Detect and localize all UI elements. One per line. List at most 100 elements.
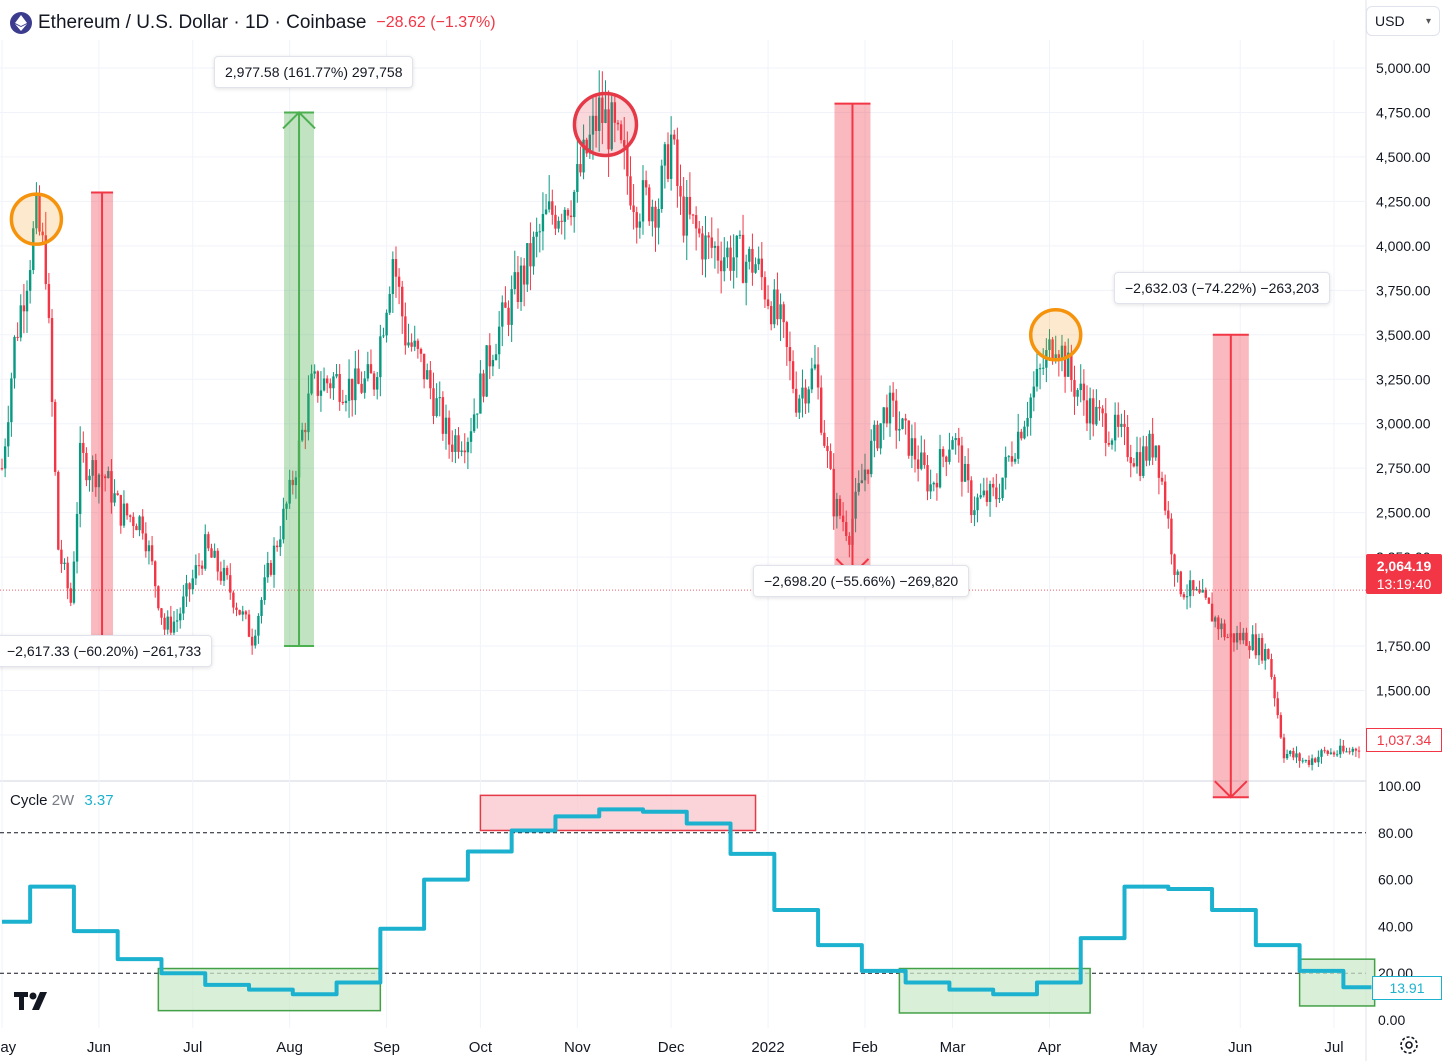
candle (794, 371, 798, 417)
indicator-tick-label: 60.00 (1378, 872, 1413, 888)
candle (1267, 648, 1270, 660)
candle (766, 285, 770, 310)
candle (1079, 364, 1082, 403)
candle (876, 420, 879, 452)
candle (366, 351, 370, 382)
indicator-legend[interactable]: Cycle 2W 3.37 (10, 792, 114, 809)
candle (594, 96, 598, 148)
candle (107, 466, 110, 479)
candle (954, 433, 957, 455)
candle (1142, 435, 1145, 479)
candle (447, 410, 451, 459)
candle (1060, 334, 1064, 372)
candle (848, 532, 851, 558)
candle (82, 431, 85, 463)
candle (432, 372, 435, 425)
candle (175, 608, 179, 633)
candle (754, 257, 757, 274)
candle (360, 371, 363, 395)
candle (85, 447, 88, 487)
measure-down (834, 102, 871, 577)
cycle-line (2, 807, 1372, 997)
candle (460, 441, 463, 457)
candle (1198, 580, 1201, 594)
candle (41, 222, 44, 245)
candle (1157, 444, 1161, 495)
candle (535, 217, 538, 258)
tradingview-logo-icon[interactable] (14, 990, 54, 1017)
candle (788, 331, 792, 381)
price-tick-label: 3,500.00 (1376, 327, 1431, 343)
candle (91, 455, 94, 492)
candle (1273, 674, 1276, 707)
candle (816, 347, 820, 400)
candle (225, 565, 229, 580)
candle (895, 389, 898, 449)
candle (63, 558, 66, 571)
candle (1207, 597, 1211, 605)
candle (541, 192, 545, 251)
candle (501, 295, 504, 347)
candle (1176, 569, 1179, 583)
candle (904, 413, 907, 435)
measure-label-down-2: −2,698.20 (−55.66%) −269,820 (753, 565, 970, 597)
grid-lines (0, 0, 1367, 1061)
candle (879, 423, 882, 455)
candle (110, 459, 113, 514)
candle (866, 469, 870, 484)
candle (1326, 749, 1329, 756)
candle (1254, 623, 1258, 659)
candle (1354, 747, 1358, 757)
measure-up (282, 111, 316, 648)
candle (829, 443, 832, 471)
indicator-interval: 2W (51, 792, 75, 809)
price-tick-label: 4,500.00 (1376, 149, 1431, 165)
candle (513, 250, 516, 295)
candle (841, 502, 845, 532)
candle (782, 301, 785, 338)
candle (926, 455, 929, 501)
gear-icon[interactable] (1398, 1034, 1420, 1056)
candle (47, 272, 51, 324)
candle (341, 389, 345, 405)
candle (410, 333, 413, 352)
candle (250, 628, 254, 655)
candle (197, 553, 201, 576)
candle (591, 94, 595, 160)
candle (466, 437, 470, 470)
price-change: −28.62 (−1.37%) (376, 14, 496, 31)
candle (413, 325, 416, 352)
time-tick-label: Jul (183, 1039, 202, 1056)
currency-select[interactable]: USD ▾ (1366, 6, 1440, 36)
candle (738, 230, 742, 239)
candle (729, 235, 732, 281)
candle (582, 124, 585, 180)
symbol-header[interactable]: Ethereum / U.S. Dollar · 1D · Coinbase −… (10, 10, 496, 36)
candle (1248, 641, 1251, 659)
candle (350, 378, 354, 417)
candle (119, 494, 123, 534)
candle (416, 338, 420, 359)
candle (885, 394, 889, 428)
candle (7, 405, 10, 457)
candle (25, 280, 29, 333)
candle (810, 357, 814, 394)
candle (769, 301, 773, 331)
candle (44, 211, 47, 290)
candle (454, 428, 457, 464)
candle (263, 564, 266, 605)
candle (50, 309, 54, 417)
candle (1182, 591, 1186, 600)
candle (1301, 757, 1304, 764)
candle (141, 509, 144, 540)
price-tick-label: 3,000.00 (1376, 416, 1431, 432)
candle (510, 275, 513, 342)
candle (232, 590, 235, 614)
candle (1057, 349, 1061, 377)
candle (920, 435, 923, 471)
candle (1217, 615, 1220, 640)
candle (913, 422, 917, 473)
candle (748, 246, 751, 270)
candle (1279, 712, 1283, 739)
